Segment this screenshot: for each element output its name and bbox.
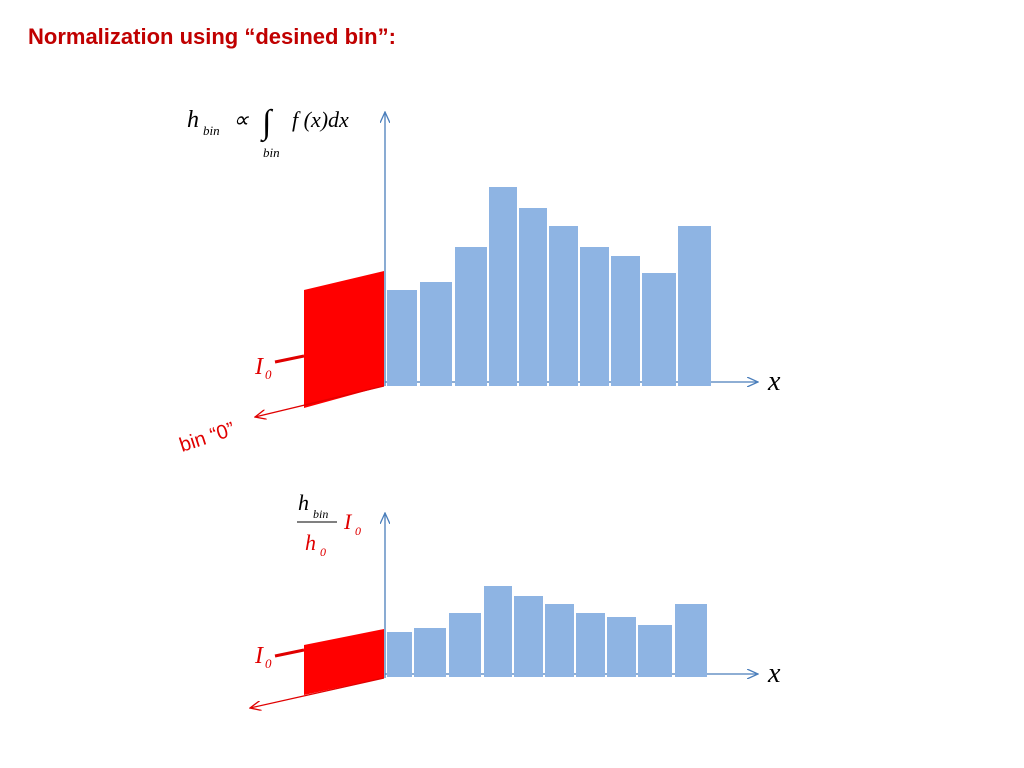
formula-den-sub: 0 xyxy=(320,545,326,559)
bar xyxy=(545,604,574,677)
formula-den: h xyxy=(305,530,316,555)
bar xyxy=(675,604,707,677)
bin0-axis xyxy=(255,385,385,417)
bar xyxy=(455,247,487,386)
bar xyxy=(514,596,543,677)
bar xyxy=(414,628,446,677)
bar xyxy=(519,208,547,386)
i0: I xyxy=(254,354,264,380)
bar xyxy=(387,632,412,677)
bar xyxy=(611,256,640,386)
i0-leader xyxy=(274,354,305,364)
bar xyxy=(484,586,512,677)
bar xyxy=(387,290,417,386)
bar xyxy=(580,247,609,386)
i0-sub: 0 xyxy=(265,367,272,382)
bar xyxy=(489,187,517,386)
bar xyxy=(420,282,452,386)
bar xyxy=(607,617,636,677)
i0: I xyxy=(254,643,264,669)
bar xyxy=(642,273,676,386)
title: Normalization using “desined bin”: xyxy=(28,24,396,49)
formula-num-sub: bin xyxy=(313,507,328,521)
formula-factor-sub: 0 xyxy=(355,524,361,538)
bar xyxy=(549,226,578,386)
formula-prop: ∝ xyxy=(233,107,250,132)
formula-h: h xyxy=(187,107,199,133)
bars xyxy=(387,187,711,386)
bar xyxy=(638,625,672,677)
bin0-label: bin “0” xyxy=(177,418,238,456)
formula-integral: ∫ xyxy=(260,104,274,143)
i0-sub: 0 xyxy=(265,656,272,671)
formula-factor: I xyxy=(343,509,353,534)
bars xyxy=(387,586,707,677)
x-label: x xyxy=(767,366,781,397)
bar xyxy=(678,226,711,386)
bin0-axis xyxy=(250,677,385,708)
bin0-bar xyxy=(304,271,384,408)
bar xyxy=(449,613,481,677)
formula-int-sub: bin xyxy=(263,145,280,160)
bottom-diagram: h bin h 0 I 0 x I 0 xyxy=(250,490,781,708)
bar xyxy=(576,613,605,677)
top-diagram: h bin ∝ ∫ bin f (x)dx x I 0 bin “0” xyxy=(177,104,781,457)
formula-num: h xyxy=(298,490,309,515)
formula-h-sub: bin xyxy=(203,123,220,138)
bin0-bar xyxy=(304,629,384,695)
x-label: x xyxy=(767,658,781,689)
formula-integrand: f (x)dx xyxy=(292,107,349,132)
i0-leader xyxy=(274,648,305,658)
